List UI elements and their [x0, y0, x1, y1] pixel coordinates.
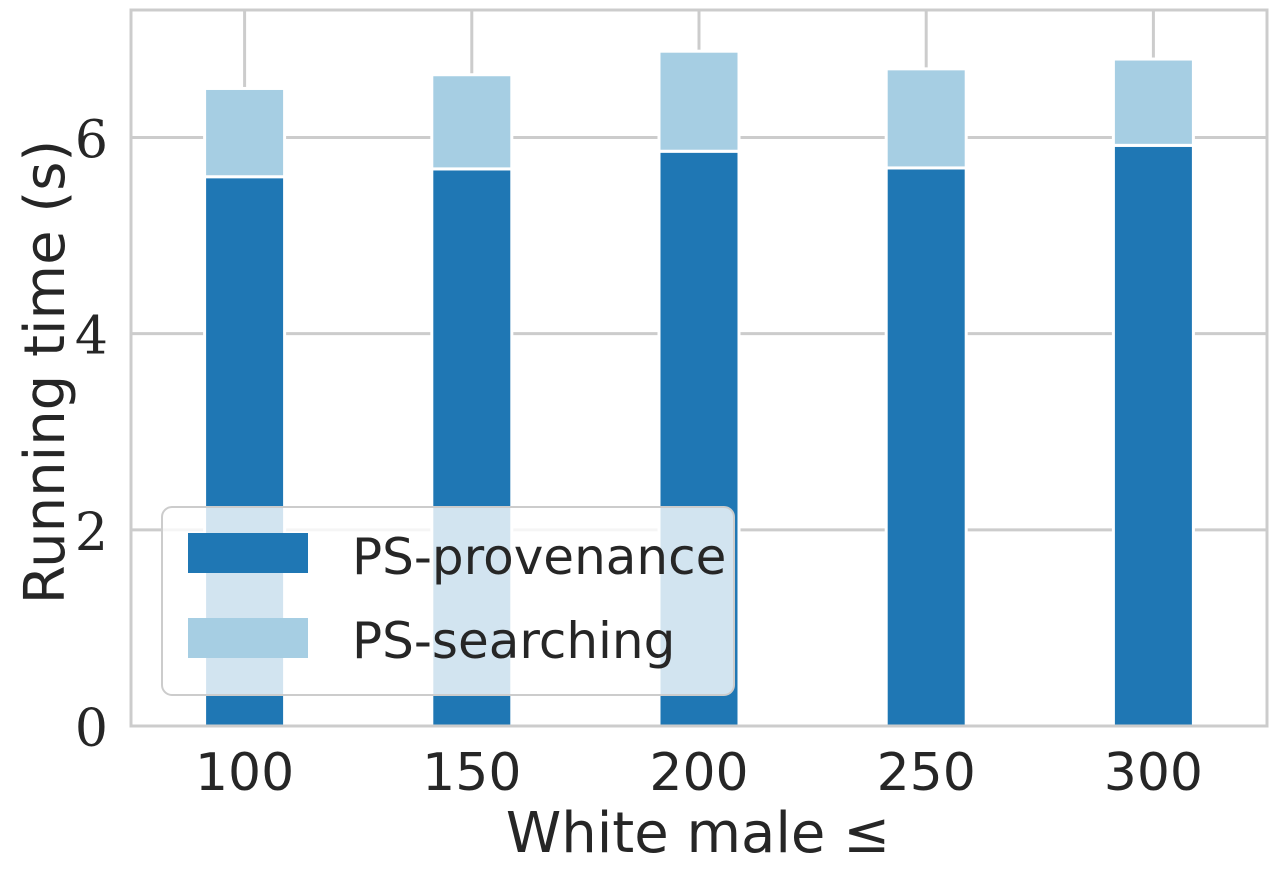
y-tick-label-2: 4	[75, 307, 108, 367]
x-tick-label-150: 150	[422, 743, 521, 803]
bar-ps-searching-300	[1111, 57, 1195, 147]
x-tick-label-200: 200	[649, 743, 748, 803]
legend-swatch-ps-searching	[188, 618, 308, 658]
bar-ps-searching-250	[884, 67, 968, 170]
legend: PS-provenance PS-searching	[161, 506, 735, 696]
bars	[203, 49, 1195, 728]
legend-label-ps-provenance: PS-provenance	[352, 528, 726, 586]
x-axis-title: White male ≤	[506, 801, 890, 866]
x-tick-label-250: 250	[877, 743, 976, 803]
y-tick-label-1: 2	[75, 503, 108, 563]
y-tick-label-0: 0	[75, 699, 108, 759]
y-tick-labels: 0 2 4 6	[75, 111, 108, 759]
plot-frame	[129, 8, 1269, 728]
bar-ps-searching-200	[657, 49, 741, 153]
bar-ps-searching-150	[430, 73, 514, 171]
y-axis-title: Running time (s)	[13, 140, 78, 604]
x-tick-label-100: 100	[195, 743, 294, 803]
bar-ps-provenance-300	[1111, 143, 1195, 728]
x-tick-labels: 100 150 200 250 300	[195, 743, 1203, 803]
bar-ps-searching-100	[203, 86, 287, 179]
legend-label-ps-searching: PS-searching	[352, 612, 675, 670]
legend-swatch-ps-provenance	[188, 533, 308, 573]
bar-ps-provenance-250	[884, 166, 968, 728]
y-tick-label-3: 6	[75, 111, 108, 171]
x-tick-label-300: 300	[1104, 743, 1203, 803]
